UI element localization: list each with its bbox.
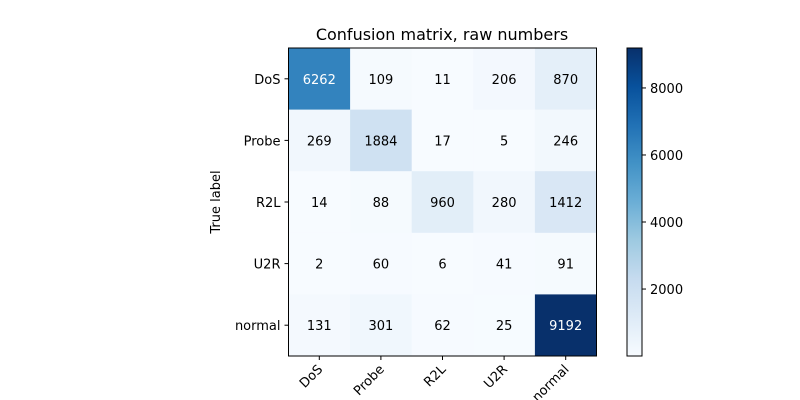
- heatmap-cell: [534, 109, 597, 172]
- y-tick-label: U2R: [254, 258, 281, 273]
- cell-value-label: 1412: [549, 196, 582, 211]
- heatmap-cell: [411, 294, 474, 357]
- cell-value-label: 109: [368, 73, 393, 88]
- heatmap-cell: [288, 48, 351, 110]
- heatmap-cell: [473, 109, 536, 172]
- x-tick-label: normal: [530, 362, 573, 400]
- cell-value-label: 6262: [303, 73, 336, 88]
- heatmap-cell: [288, 294, 351, 357]
- heatmap-cell: [288, 232, 351, 295]
- cell-value-label: 11: [434, 73, 451, 88]
- colorbar: [626, 47, 643, 357]
- chart-title: Confusion matrix, raw numbers: [316, 25, 568, 44]
- cell-value-label: 301: [368, 319, 393, 334]
- heatmap-cell: [534, 294, 597, 357]
- x-tick-label: U2R: [481, 362, 511, 392]
- cell-value-label: 60: [373, 258, 390, 273]
- y-tick-label: R2L: [256, 196, 281, 211]
- cell-value-label: 269: [307, 134, 332, 149]
- colorbar-ticks: 2000 4000 6000 8000: [642, 82, 683, 298]
- cell-value-label: 131: [307, 319, 332, 334]
- y-tick-label: normal: [235, 319, 281, 334]
- cell-value-label: 91: [557, 258, 574, 273]
- heatmap-cell: [350, 232, 413, 295]
- heatmap-cell: [534, 48, 597, 110]
- colorbar-tick-label: 2000: [650, 283, 683, 298]
- heatmap-cell: [473, 48, 536, 110]
- x-tick-label: DoS: [297, 362, 326, 391]
- cell-value-label: 206: [492, 73, 517, 88]
- y-axis-label: True label: [209, 170, 224, 234]
- cell-value-label: 960: [430, 196, 455, 211]
- heatmap-cell: [473, 232, 536, 295]
- cell-value-label: 25: [496, 319, 513, 334]
- cell-value-label: 870: [553, 73, 578, 88]
- y-tick-label: DoS: [254, 73, 280, 88]
- heatmap-cell: [350, 109, 413, 172]
- cell-value-label: 17: [434, 134, 451, 149]
- heatmap-cell: [473, 171, 536, 234]
- heatmap-cell: [411, 171, 474, 234]
- heatmap-cell: [288, 171, 351, 234]
- heatmap-cell: [473, 294, 536, 357]
- y-axis-ticks: DoS Probe R2L U2R normal: [235, 73, 289, 334]
- cell-value-label: 1884: [364, 134, 397, 149]
- colorbar-tick-label: 4000: [650, 216, 683, 231]
- heatmap-cell: [411, 109, 474, 172]
- heatmap-cell: [534, 171, 597, 234]
- x-tick-label: R2L: [421, 362, 449, 390]
- x-tick-label: Probe: [351, 362, 388, 399]
- cell-value-label: 246: [553, 134, 578, 149]
- heatmap-cell: [288, 109, 351, 172]
- cell-value-label: 41: [496, 258, 513, 273]
- cell-value-label: 9192: [549, 319, 582, 334]
- heatmap-cell: [411, 48, 474, 110]
- heatmap-cell: [350, 294, 413, 357]
- heatmap-cell: [411, 232, 474, 295]
- colorbar-tick-label: 6000: [650, 149, 683, 164]
- cell-value-label: 2: [315, 258, 323, 273]
- y-tick-label: Probe: [244, 134, 281, 149]
- cell-value-label: 6: [438, 258, 446, 273]
- x-axis-ticks: DoS Probe R2L U2R normal: [297, 356, 573, 400]
- cell-value-label: 14: [311, 196, 328, 211]
- heatmap-cell: [350, 48, 413, 110]
- cell-value-label: 88: [373, 196, 390, 211]
- cell-value-label: 62: [434, 319, 451, 334]
- cell-value-label: 280: [492, 196, 517, 211]
- heatmap-cell: [534, 232, 597, 295]
- heatmap-cell: [350, 171, 413, 234]
- colorbar-tick-label: 8000: [650, 82, 683, 97]
- heatmap-cells: [288, 48, 597, 357]
- cell-value-label: 5: [500, 134, 508, 149]
